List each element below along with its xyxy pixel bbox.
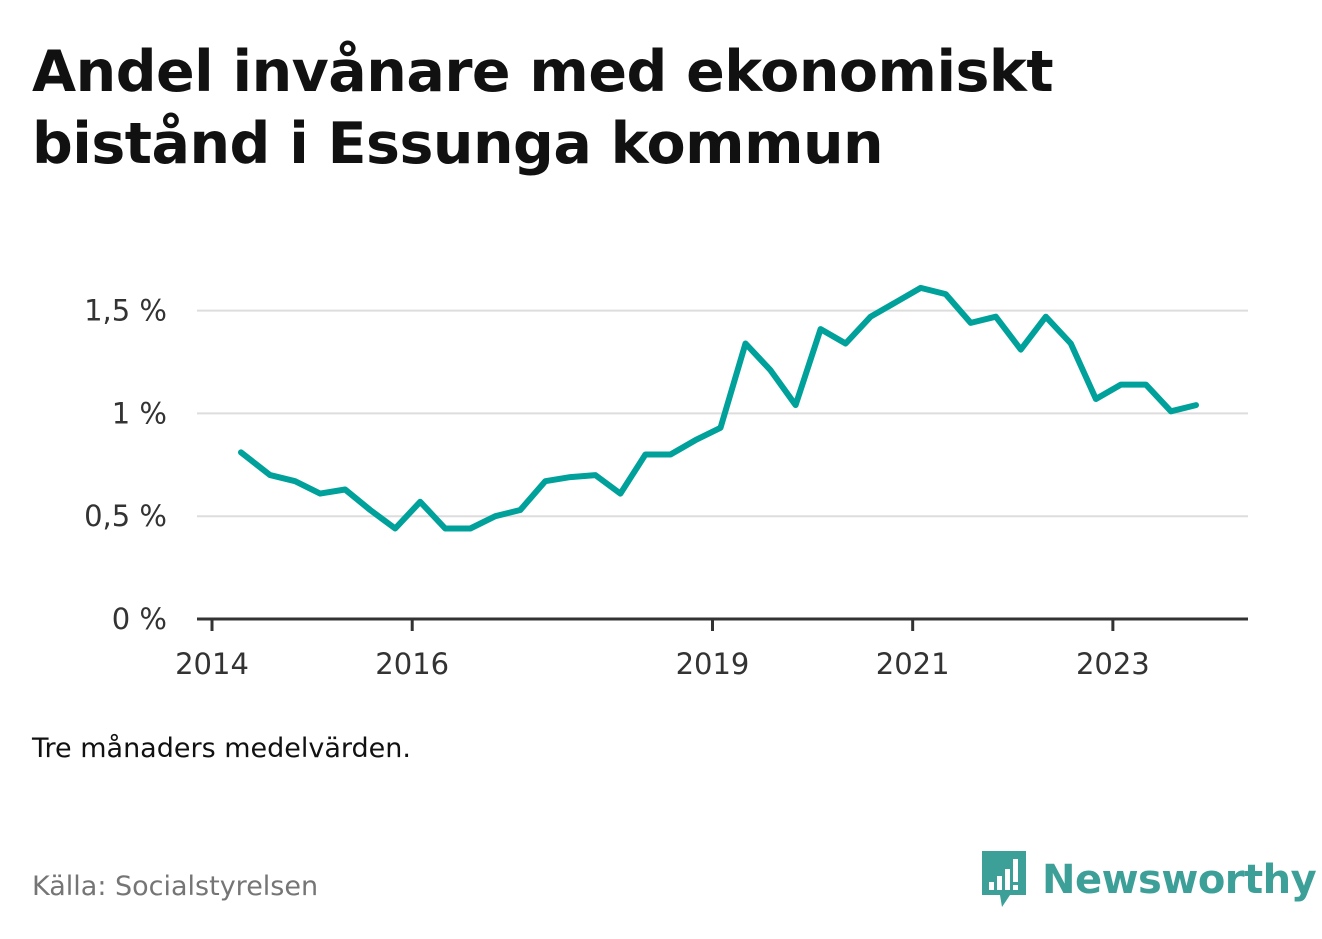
y-axis-labels: 0 % 0,5 % 1 % 1,5 % (84, 294, 167, 636)
y-tick-label: 0,5 % (84, 499, 167, 533)
y-tick-label: 1 % (112, 396, 167, 430)
y-tick-label: 0 % (112, 602, 167, 636)
y-tick-label: 1,5 % (84, 294, 167, 328)
x-tick-label: 2019 (676, 647, 750, 681)
brand-name: Newsworthy (1042, 857, 1317, 903)
series-line (238, 284, 1199, 532)
x-tick-label: 2021 (876, 647, 950, 681)
x-axis-ticks (210, 619, 1115, 631)
x-tick-label: 2014 (175, 647, 249, 681)
x-tick-label: 2023 (1076, 647, 1150, 681)
x-tick-label: 2016 (375, 647, 449, 681)
newsworthy-logo: Newsworthy (980, 848, 1317, 912)
source-text: Källa: Socialstyrelsen (32, 871, 319, 902)
bar-chart-speech-bubble-icon (982, 851, 1026, 907)
x-axis-labels: 2014 2016 2019 2021 2023 (175, 647, 1150, 681)
chart-note: Tre månaders medelvärden. (32, 733, 411, 764)
chart-title: Andel invånare med ekonomiskt bistånd i … (32, 39, 1054, 177)
